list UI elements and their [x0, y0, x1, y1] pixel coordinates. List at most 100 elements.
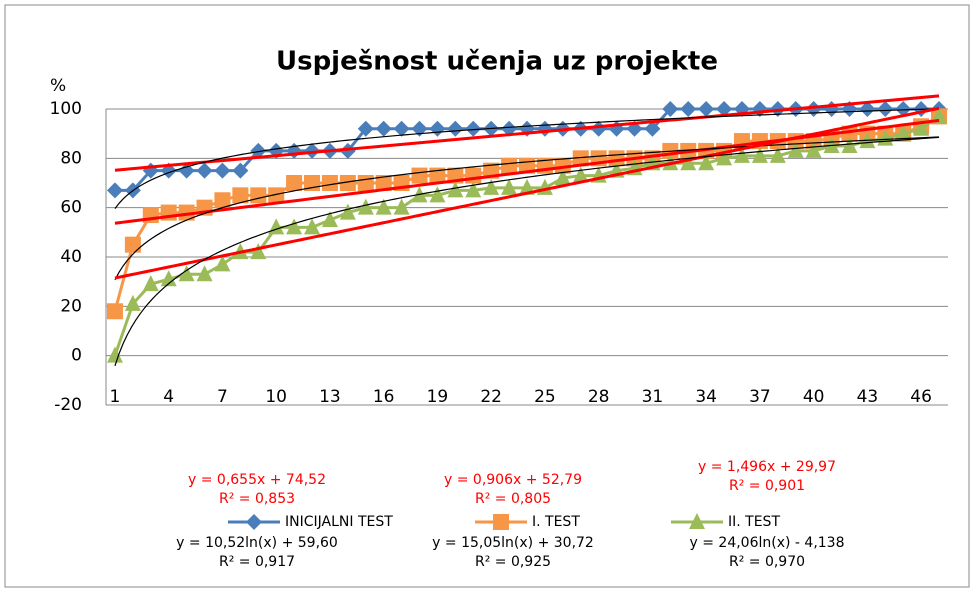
marker: [196, 162, 213, 179]
y-tick-label: -20: [54, 395, 82, 415]
marker: [375, 175, 392, 191]
trend-r2: R² = 0,917: [219, 554, 295, 570]
x-tick-label: 43: [857, 387, 879, 407]
x-tick-label: 10: [265, 387, 287, 407]
marker: [447, 181, 464, 198]
marker: [304, 142, 321, 159]
marker: [375, 120, 392, 137]
marker: [160, 270, 177, 287]
marker: [286, 218, 303, 235]
marker: [178, 162, 195, 179]
x-tick-label: 34: [695, 387, 717, 407]
marker: [339, 203, 356, 220]
legend-label: II. TEST: [728, 514, 780, 530]
y-tick-label: 40: [60, 247, 82, 267]
y-axis-label: %: [50, 76, 66, 96]
x-tick-label: 37: [749, 387, 771, 407]
marker: [465, 120, 482, 137]
marker: [787, 141, 804, 158]
marker: [304, 218, 321, 235]
marker: [124, 236, 141, 253]
marker: [214, 192, 231, 209]
y-tick-label: 60: [60, 198, 82, 218]
marker: [196, 265, 213, 282]
marker: [608, 120, 625, 137]
marker: [501, 157, 518, 174]
marker: [357, 175, 374, 191]
marker: [142, 275, 159, 292]
marker: [501, 178, 518, 195]
trend-r2: R² = 0,805: [475, 491, 551, 507]
marker: [447, 120, 464, 137]
trend-r2: R² = 0,901: [729, 478, 805, 494]
marker: [339, 142, 356, 159]
marker: [733, 146, 750, 163]
trend-equation: y = 10,52ln(x) + 59,60: [176, 535, 338, 551]
marker: [689, 513, 705, 529]
marker: [644, 120, 661, 137]
marker: [895, 101, 912, 117]
x-tick-label: 31: [642, 387, 664, 407]
marker: [321, 175, 338, 191]
marker: [680, 101, 697, 117]
marker: [465, 181, 482, 198]
marker: [357, 198, 374, 215]
x-tick-label: 25: [534, 387, 556, 407]
marker: [250, 243, 267, 260]
marker: [393, 198, 410, 215]
marker: [250, 142, 267, 159]
marker: [214, 255, 231, 272]
trend-equation: y = 24,06ln(x) - 4,138: [690, 535, 845, 551]
marker: [716, 149, 733, 166]
y-tick-label: 20: [60, 296, 82, 316]
trend-r2: R² = 0,925: [475, 554, 551, 570]
marker: [501, 120, 518, 137]
marker: [124, 294, 141, 311]
marker: [680, 154, 697, 171]
marker: [321, 211, 338, 227]
marker: [250, 187, 267, 204]
x-tick-label: 1: [110, 387, 121, 407]
trendline: [114, 94, 940, 172]
marker: [554, 169, 571, 186]
marker: [859, 101, 876, 117]
marker: [626, 120, 643, 137]
marker: [375, 198, 392, 215]
legend-label: I. TEST: [532, 514, 580, 530]
marker: [913, 119, 930, 136]
chart-border: [4, 4, 970, 588]
marker: [411, 167, 428, 184]
marker: [268, 187, 285, 204]
marker: [106, 346, 123, 363]
x-tick-label: 28: [588, 387, 610, 407]
y-tick-label: 0: [71, 346, 82, 366]
marker: [214, 162, 231, 179]
marker: [286, 175, 303, 191]
legend-label: INICIJALNI TEST: [285, 514, 393, 530]
trendline: [114, 136, 940, 281]
trendline: [114, 108, 940, 210]
trend-equation: y = 0,906x + 52,79: [444, 472, 582, 488]
x-tick-label: 19: [427, 387, 449, 407]
trendline: [114, 136, 940, 367]
marker: [751, 146, 768, 163]
marker: [716, 101, 733, 117]
x-tick-label: 46: [910, 387, 932, 407]
marker: [805, 141, 822, 158]
trend-equation: y = 15,05ln(x) + 30,72: [432, 535, 594, 551]
marker: [357, 120, 374, 137]
marker: [895, 124, 912, 141]
marker: [106, 303, 123, 320]
trend-equation: y = 0,655x + 74,52: [188, 472, 326, 488]
marker: [698, 154, 715, 171]
x-tick-label: 16: [373, 387, 395, 407]
y-tick-label: 80: [60, 148, 82, 168]
marker: [493, 514, 509, 530]
trend-equation: y = 1,496x + 29,97: [698, 459, 836, 475]
marker: [429, 186, 446, 203]
marker: [178, 204, 195, 221]
marker: [662, 101, 679, 117]
marker: [769, 146, 786, 163]
x-tick-label: 13: [319, 387, 341, 407]
